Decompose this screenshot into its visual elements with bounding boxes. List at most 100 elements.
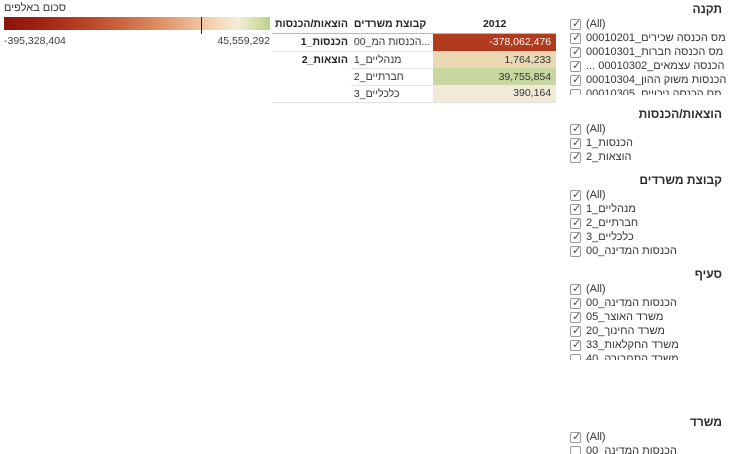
legend-min-value: -395,328,404 bbox=[4, 35, 66, 47]
filter-checkbox[interactable] bbox=[570, 430, 581, 444]
filter-title-seif: סעיף bbox=[694, 267, 722, 281]
filter-title-misrad: משרד bbox=[689, 415, 722, 429]
filter-item[interactable]: משרד התחבורה_40 bbox=[570, 352, 736, 360]
legend-gradient-bar bbox=[4, 17, 270, 34]
filter-item[interactable]: (All) bbox=[570, 282, 736, 296]
col-header-office-group[interactable]: קבוצת משרדים bbox=[350, 15, 434, 34]
value-cell[interactable]: 1,764,233 bbox=[433, 51, 557, 68]
filter-item-label[interactable]: חברתיים_2 bbox=[586, 217, 639, 229]
filter-item-label[interactable]: הכנסות המדינה_00 bbox=[586, 245, 677, 257]
filter-title-office-group: קבוצת משרדים bbox=[639, 173, 722, 187]
office-group-cell[interactable]: 3_כלכליים bbox=[350, 85, 434, 103]
filter-checkbox[interactable] bbox=[570, 296, 581, 310]
table-row: הכנסות_1 00_הכנסות המ... -378,062,476 bbox=[272, 33, 557, 52]
filter-item[interactable]: (All) bbox=[570, 122, 736, 136]
filter-item-label[interactable]: הכנסות_1 bbox=[586, 137, 633, 149]
table-row: הוצאות_2 1_מנהליים 1,764,233 bbox=[272, 51, 557, 103]
filter-item[interactable]: (All) bbox=[570, 430, 736, 444]
filter-checkbox[interactable] bbox=[570, 136, 581, 150]
filter-item-label[interactable]: מס הכנסה שכירים_00010201 bbox=[586, 32, 726, 44]
filter-item[interactable]: הכנסות_1 bbox=[570, 136, 736, 150]
filter-item-label[interactable]: (All) bbox=[586, 18, 606, 30]
filter-item-label[interactable]: הכנסות משוק ההון_00010304 bbox=[586, 74, 727, 86]
filter-panel: תקנה (All) מס הכנסה שכירים_00010201 מס ה… bbox=[565, 0, 736, 454]
filter-item[interactable]: כלכליים_3 bbox=[570, 230, 736, 244]
filter-item-label[interactable]: מנהליים_1 bbox=[586, 203, 636, 215]
filter-item[interactable]: ... הכנסה עצמאים_00010302 bbox=[570, 59, 736, 73]
filter-item-label[interactable]: (All) bbox=[586, 123, 606, 135]
filter-checkbox[interactable] bbox=[570, 59, 581, 73]
filter-item[interactable]: הכנסות המדינה_00 bbox=[570, 296, 736, 310]
filter-item-label[interactable]: (All) bbox=[586, 189, 606, 201]
table-header-row: הוצאות/הכנסות קבוצת משרדים 2012 bbox=[272, 15, 557, 34]
filter-checkbox[interactable] bbox=[570, 445, 581, 454]
filter-checkbox[interactable] bbox=[570, 230, 581, 244]
filter-checkbox[interactable] bbox=[570, 150, 581, 164]
office-group-cell[interactable]: 00_הכנסות המ... bbox=[350, 33, 434, 52]
filter-item[interactable]: הכנסות המדינה_00 bbox=[570, 444, 736, 454]
filter-item-label[interactable]: משרד האוצר_05 bbox=[586, 311, 664, 323]
filter-item[interactable]: הכנסות המדינה_00 bbox=[570, 244, 736, 258]
filter-checkbox[interactable] bbox=[570, 244, 581, 258]
filter-item[interactable]: משרד החקלאות_33 bbox=[570, 338, 736, 352]
filter-item[interactable]: משרד האוצר_05 bbox=[570, 310, 736, 324]
filter-checkbox[interactable] bbox=[570, 17, 581, 31]
value-cell[interactable]: 39,755,854 bbox=[433, 68, 557, 85]
measure-legend: סכום באלפים -395,328,404 45,559,292 bbox=[4, 2, 270, 47]
office-group-cell[interactable]: 2_חברתיים bbox=[350, 68, 434, 86]
filter-item[interactable]: הכנסות משוק ההון_00010304 bbox=[570, 73, 736, 87]
filter-checkbox[interactable] bbox=[570, 324, 581, 338]
filter-item-label[interactable]: ... הכנסה עצמאים_00010302 bbox=[586, 60, 725, 72]
filter-item[interactable]: מס הכנסה ניכויים_00010305 bbox=[570, 87, 736, 95]
filter-item-label[interactable]: הכנסות המדינה_00 bbox=[586, 445, 677, 454]
legend-range: -395,328,404 45,559,292 bbox=[4, 35, 270, 47]
filter-checkbox[interactable] bbox=[570, 122, 581, 136]
filter-item[interactable]: מס הכנסה חברות_00010301 bbox=[570, 45, 736, 59]
filter-item-label[interactable]: משרד החקלאות_33 bbox=[586, 339, 679, 351]
filter-item[interactable]: (All) bbox=[570, 188, 736, 202]
filter-checkbox[interactable] bbox=[570, 45, 581, 59]
row-header-income[interactable]: הכנסות_1 bbox=[272, 33, 351, 52]
filter-item-label[interactable]: הכנסות המדינה_00 bbox=[586, 297, 677, 309]
filter-checkbox[interactable] bbox=[570, 353, 581, 360]
filter-item-label[interactable]: משרד החינוך_20 bbox=[586, 325, 665, 337]
filter-checkbox[interactable] bbox=[570, 73, 581, 87]
filter-item-label[interactable]: (All) bbox=[586, 431, 606, 443]
filter-checkbox[interactable] bbox=[570, 202, 581, 216]
filter-checkbox[interactable] bbox=[570, 338, 581, 352]
filter-item-label[interactable]: (All) bbox=[586, 283, 606, 295]
filter-item[interactable]: חברתיים_2 bbox=[570, 216, 736, 230]
value-cell[interactable]: -378,062,476 bbox=[433, 33, 557, 51]
filter-section-expense-income: (All) הכנסות_1 הוצאות_2 bbox=[570, 122, 736, 164]
filter-checkbox[interactable] bbox=[570, 188, 581, 202]
filter-section-takana: (All) מס הכנסה שכירים_00010201 מס הכנסה … bbox=[570, 17, 736, 95]
filter-section-misrad: (All) הכנסות המדינה_00 bbox=[570, 430, 736, 454]
filter-checkbox[interactable] bbox=[570, 282, 581, 296]
filter-item[interactable]: מס הכנסה שכירים_00010201 bbox=[570, 31, 736, 45]
filter-checkbox[interactable] bbox=[570, 216, 581, 230]
filter-item-label[interactable]: הוצאות_2 bbox=[586, 151, 632, 163]
filter-checkbox[interactable] bbox=[570, 88, 581, 95]
col-header-year[interactable]: 2012 bbox=[433, 15, 557, 34]
filter-item-label[interactable]: מס הכנסה חברות_00010301 bbox=[586, 46, 724, 58]
filter-item[interactable]: הוצאות_2 bbox=[570, 150, 736, 164]
filter-item-label[interactable]: כלכליים_3 bbox=[586, 231, 634, 243]
filter-item[interactable]: (All) bbox=[570, 17, 736, 31]
filter-section-office-group: (All) מנהליים_1 חברתיים_2 כלכליים_3 הכנס… bbox=[570, 188, 736, 258]
filter-checkbox[interactable] bbox=[570, 310, 581, 324]
filter-item[interactable]: מנהליים_1 bbox=[570, 202, 736, 216]
budget-pivot-table: הוצאות/הכנסות קבוצת משרדים 2012 הכנסות_1… bbox=[272, 15, 557, 103]
office-group-cell[interactable]: 1_מנהליים bbox=[350, 51, 434, 69]
table-row: 3_כלכליים 390,164 bbox=[272, 85, 557, 103]
filter-item-label[interactable]: מס הכנסה ניכויים_00010305 bbox=[586, 88, 722, 95]
filter-checkbox[interactable] bbox=[570, 31, 581, 45]
filter-title-expense-income: הוצאות/הכנסות bbox=[638, 107, 722, 121]
col-header-expense-income[interactable]: הוצאות/הכנסות bbox=[272, 15, 351, 34]
filter-title-takana: תקנה bbox=[692, 2, 722, 16]
filter-item-label[interactable]: משרד התחבורה_40 bbox=[586, 353, 679, 360]
row-header-expenses[interactable]: הוצאות_2 bbox=[272, 51, 351, 103]
filter-item[interactable]: משרד החינוך_20 bbox=[570, 324, 736, 338]
value-cell[interactable]: 390,164 bbox=[433, 85, 557, 103]
filter-section-seif: (All) הכנסות המדינה_00 משרד האוצר_05 משר… bbox=[570, 282, 736, 360]
table-row: 2_חברתיים 39,755,854 bbox=[272, 68, 557, 86]
